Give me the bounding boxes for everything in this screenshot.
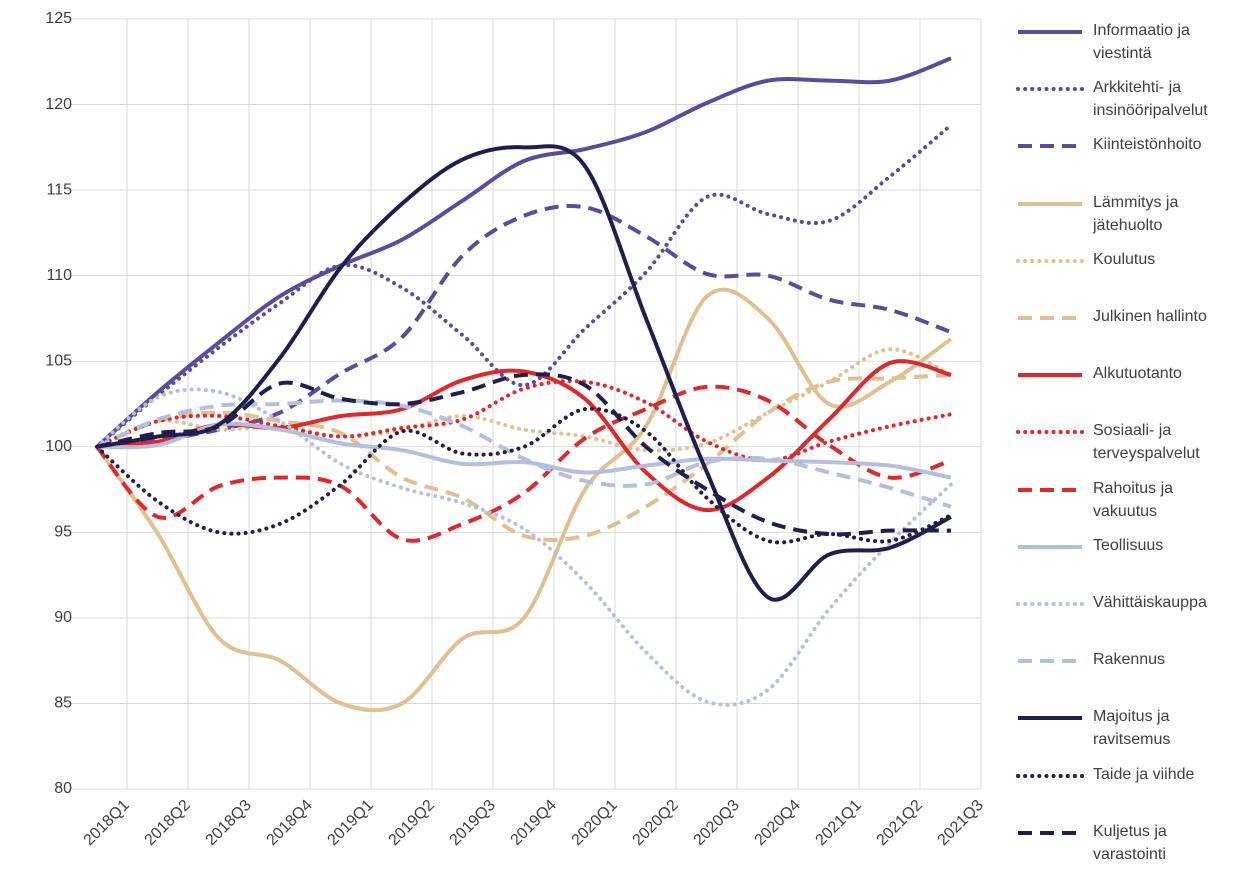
legend-swatch [1018, 659, 1082, 664]
x-tick-label: 2021Q2 [874, 797, 926, 849]
legend-item: Alkutuotanto [1015, 364, 1233, 386]
legend-label: Koulutus [1093, 250, 1156, 268]
y-tick-label: 120 [45, 96, 72, 113]
legend-swatch [1016, 87, 1084, 92]
legend-label: Informaatio ja viestintä [1093, 22, 1190, 62]
x-tick-label: 2018Q2 [142, 797, 194, 849]
legend-label: Taide ja viihde [1093, 765, 1195, 783]
x-tick-label: 2018Q1 [81, 797, 133, 849]
legend-label: Julkinen hallinto [1093, 308, 1207, 325]
y-tick-label: 95 [54, 524, 72, 541]
legend-label: Arkkitehti- ja insinööripalvelut [1093, 79, 1208, 120]
series-line [96, 421, 952, 480]
legend-swatch [1018, 544, 1082, 549]
legend-swatch [1018, 201, 1082, 206]
x-tick-label: 2019Q1 [325, 797, 377, 849]
x-tick-label: 2021Q1 [813, 797, 865, 849]
legend-label: Vähittäiskauppa [1093, 594, 1207, 611]
x-tick-label: 2018Q3 [203, 797, 255, 849]
legend-swatch [1018, 716, 1082, 721]
legend-label: Lämmitys ja jätehuolto [1093, 193, 1179, 234]
x-tick-label: 2020Q1 [569, 797, 621, 849]
legend-swatch [1016, 602, 1084, 606]
legend-item: Arkkitehti- ja insinööripalvelut [1015, 78, 1233, 122]
series-line [95, 123, 953, 449]
series-line [95, 287, 953, 713]
legend-label: Teollisuus [1093, 536, 1164, 554]
series-line [96, 372, 952, 537]
x-tick-label: 2020Q4 [752, 797, 804, 849]
x-tick-label: 2020Q3 [691, 797, 743, 849]
series-line [95, 347, 953, 453]
series-line [96, 359, 952, 513]
legend-item: Teollisuus [1015, 536, 1233, 558]
x-tick-label: 2018Q4 [264, 797, 316, 849]
y-tick-label: 105 [45, 352, 72, 369]
legend-swatch [1018, 144, 1082, 149]
legend-swatch [1016, 258, 1084, 263]
legend-label: Alkutuotanto [1093, 365, 1182, 383]
legend-label: Kuljetus ja varastointi [1093, 822, 1167, 863]
legend-label: Majoitus ja ravitsemus [1093, 708, 1171, 749]
y-tick-label: 100 [45, 438, 72, 455]
x-tick-label: 2020Q2 [630, 797, 682, 849]
legend-item: Majoitus ja ravitsemus [1015, 707, 1233, 751]
legend-swatch [1018, 830, 1082, 835]
legend-label: Rahoitus ja vakuutus [1093, 479, 1174, 520]
legend-item: Informaatio ja viestintä [1015, 21, 1233, 65]
y-tick-label: 110 [46, 267, 72, 284]
legend-label: Rakennus [1093, 651, 1166, 669]
legend-swatch [1018, 316, 1082, 320]
legend-item: Sosiaali- ja terveyspalvelut [1015, 421, 1233, 465]
x-tick-label: 2019Q4 [508, 797, 560, 849]
series-line [96, 203, 952, 449]
series-line [96, 144, 952, 602]
legend-swatch [1016, 773, 1084, 778]
legend-item: Kuljetus ja varastointi [1015, 822, 1233, 866]
legend-swatch [1016, 430, 1084, 435]
series-line [95, 384, 952, 543]
legend-item: Julkinen hallinto [1015, 307, 1233, 329]
x-tick-label: 2019Q3 [447, 797, 499, 849]
series-line [96, 398, 952, 509]
y-tick-label: 85 [54, 695, 72, 712]
legend-swatch [1018, 30, 1082, 34]
series-line [95, 56, 952, 449]
legend-swatch [1018, 373, 1082, 378]
x-tick-label: 2019Q2 [386, 797, 438, 849]
y-tick-label: 115 [46, 181, 72, 198]
legend-item: Kiinteistönhoito [1015, 135, 1233, 157]
x-tick-label: 2021Q3 [935, 797, 987, 849]
y-tick-label: 80 [54, 780, 72, 797]
legend-item: Taide ja viihde [1015, 765, 1233, 787]
series-line [95, 406, 953, 545]
series-line [95, 387, 953, 707]
legend-item: Lämmitys ja jätehuolto [1015, 193, 1233, 237]
y-tick-label: 125 [45, 10, 72, 27]
series-line [95, 378, 953, 463]
legend-item: Koulutus [1015, 250, 1233, 272]
legend-item: Rahoitus ja vakuutus [1015, 479, 1233, 523]
legend-label: Sosiaali- ja terveyspalvelut [1093, 422, 1200, 463]
series-line [96, 372, 952, 542]
y-tick-label: 90 [54, 609, 72, 626]
legend-item: Rakennus [1015, 650, 1233, 672]
legend-item: Vähittäiskauppa [1015, 593, 1233, 615]
legend-label: Kiinteistönhoito [1093, 136, 1202, 154]
legend-swatch [1018, 487, 1082, 492]
